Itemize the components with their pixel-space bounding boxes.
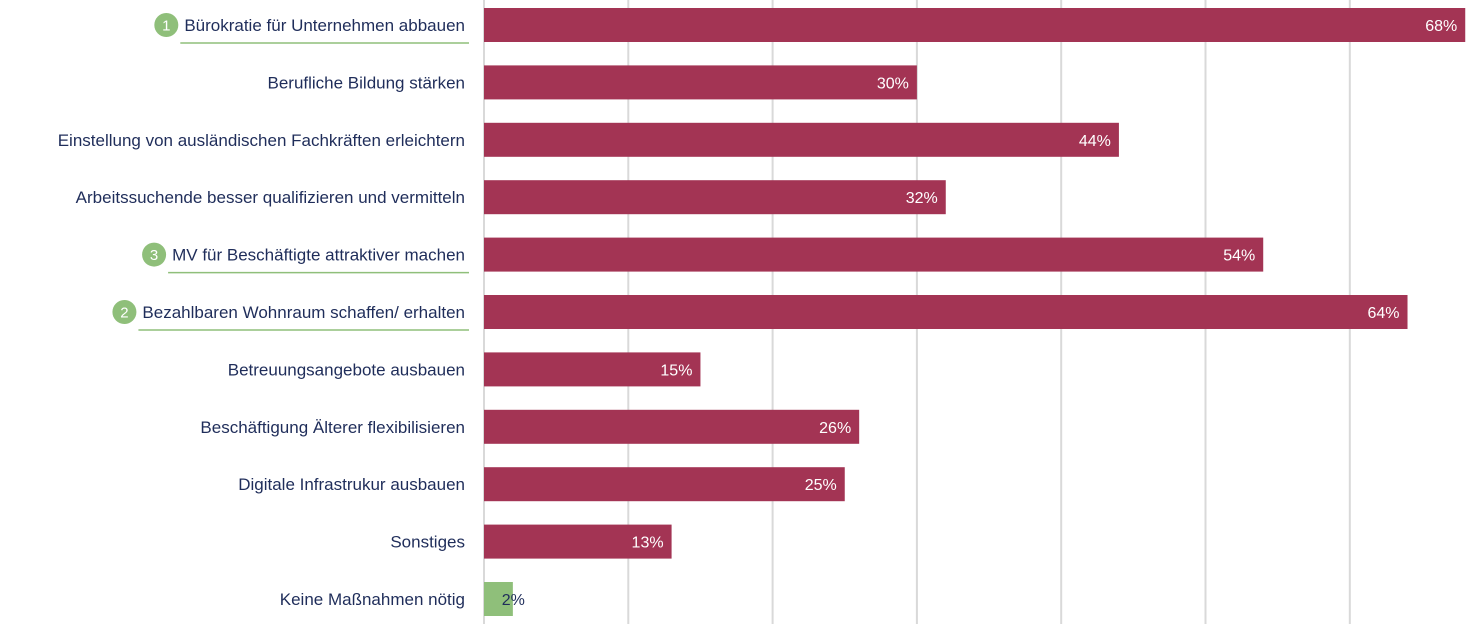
rank-number: 2 [120,305,128,322]
rank-badge [142,242,167,267]
category-labels: Bürokratie für Unternehmen abbauen 1 Beruf… [58,13,469,609]
value-label: 54% [1223,248,1255,265]
category-label: Beschäftigung Älterer flexibilisieren [200,418,465,437]
category-label: Digitale Infrastrukur ausbauen [238,475,465,494]
value-label: 2% [502,592,525,609]
bar [484,467,845,502]
category-label: Sonstiges [390,533,465,552]
bar [484,295,1408,329]
value-label: 15% [660,362,692,379]
value-label: 13% [632,535,664,552]
bar [484,122,1119,157]
rank-badge [112,300,137,324]
bar [484,237,1264,272]
category-label: Bürokratie für Unternehmen abbauen [184,16,465,35]
bar [484,409,860,444]
value-label: 25% [805,477,837,494]
category-label: Betreuungsangebote ausbauen [228,360,465,379]
rank-number: 1 [162,18,170,35]
category-label: Berufliche Bildung stärken [267,73,465,92]
value-label: 30% [877,75,909,92]
category-label: Einstellung von ausländischen Fachkräfte… [58,131,465,150]
bar [484,8,1466,42]
category-label: Bezahlbaren Wohnraum schaffen/ erhalten [142,303,465,322]
bar [484,582,513,616]
value-label: 64% [1367,305,1399,322]
value-label: 44% [1079,133,1111,150]
bars: 68% 30% 44% 32% 54% 64% 15% 26% 25% 13% 2% [484,8,1466,616]
category-label: MV für Beschäftigte attraktiver machen [172,246,465,265]
value-label: 68% [1425,18,1457,35]
bar [484,524,672,559]
bar [484,352,701,387]
category-label: Arbeitssuchende besser qualifizieren und… [76,188,465,207]
value-label: 26% [819,420,851,437]
value-label: 32% [906,190,938,207]
rank-number: 3 [150,247,158,264]
bar [484,65,917,100]
rank-badge [154,13,179,37]
category-label: Keine Maßnahmen nötig [280,590,465,609]
bar [484,180,946,215]
